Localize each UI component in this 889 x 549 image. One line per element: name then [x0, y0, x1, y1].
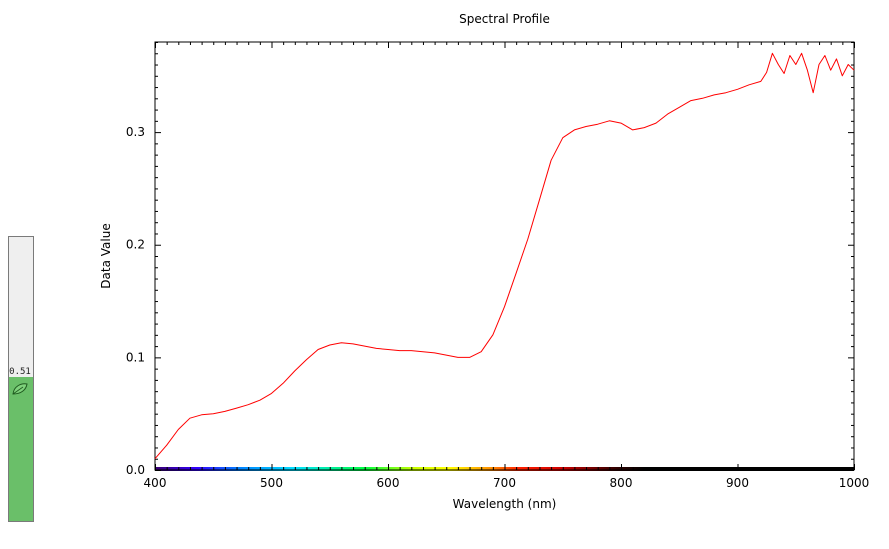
x-tick-label: 700 [493, 476, 516, 490]
plot-frame [154, 41, 855, 471]
x-tick-label: 1000 [839, 476, 870, 490]
y-tick-label: 0.2 [126, 238, 145, 252]
x-axis-label: Wavelength (nm) [453, 497, 557, 511]
gauge-fill [9, 377, 33, 521]
spectrum-line-series-0 [154, 52, 855, 460]
x-tick-label: 600 [377, 476, 400, 490]
y-tick-label: 0.1 [126, 350, 145, 364]
y-tick-label: 0.3 [126, 125, 145, 139]
gauge-value-label: 0.51 [9, 367, 31, 377]
index-gauge [8, 236, 34, 522]
y-tick-label: 0.0 [126, 463, 145, 477]
x-tick-label: 900 [726, 476, 749, 490]
chart-title: Spectral Profile [459, 12, 550, 26]
y-axis-label: Data Value [99, 223, 113, 288]
x-tick-label: 400 [144, 476, 167, 490]
leaf-icon [12, 383, 28, 395]
x-tick-label: 500 [260, 476, 283, 490]
x-tick-label: 800 [610, 476, 633, 490]
